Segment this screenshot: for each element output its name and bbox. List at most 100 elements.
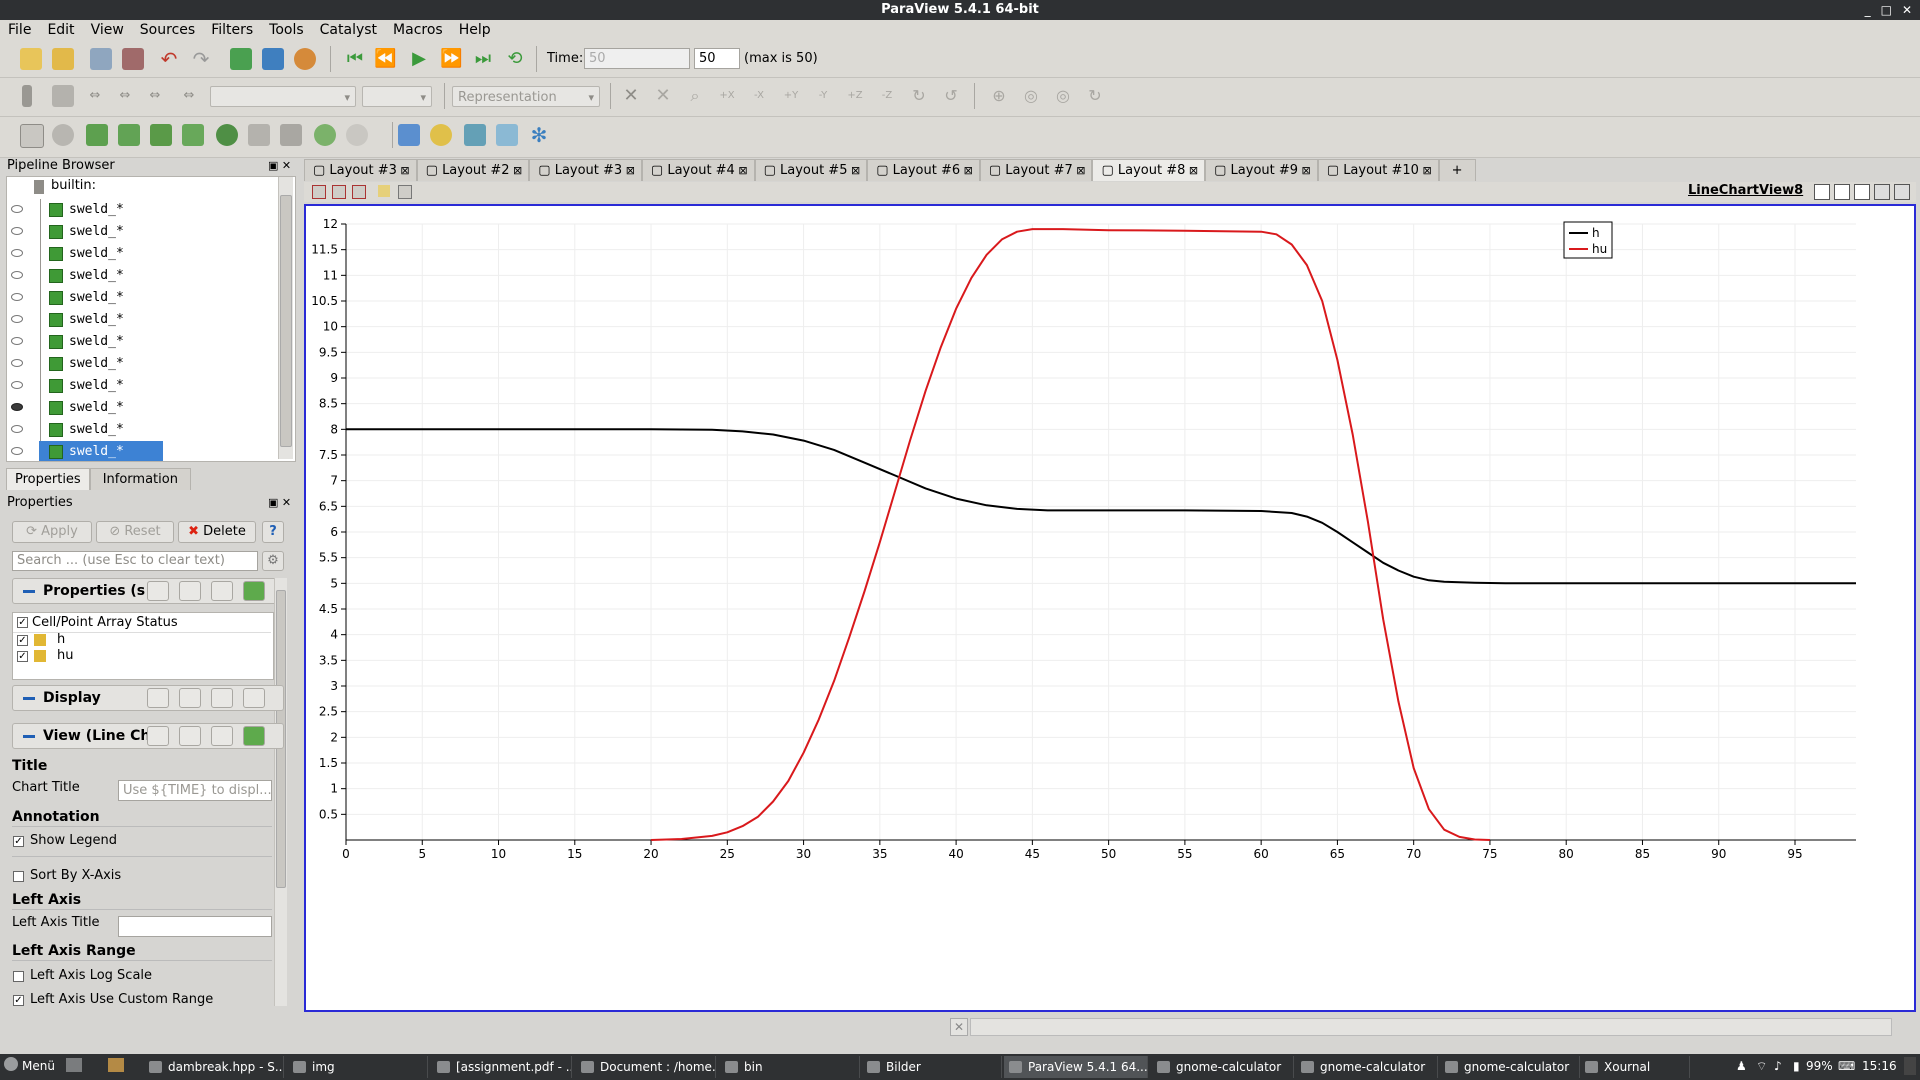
layout-tab-5[interactable]: ▢ Layout #5 ⊠ — [754, 159, 868, 181]
glyph-icon[interactable] — [216, 124, 238, 146]
paste-icon[interactable] — [179, 688, 201, 708]
taskbar-window[interactable]: Bilder — [862, 1056, 1002, 1078]
visibility-eye-icon[interactable] — [11, 425, 23, 433]
warp-icon[interactable] — [280, 124, 302, 146]
component-combo[interactable] — [362, 86, 432, 108]
array-hu-checkbox[interactable]: ✓ — [17, 651, 28, 662]
pipeline-item[interactable]: sweld_* — [7, 353, 287, 375]
menu-item-filters[interactable]: Filters — [211, 22, 254, 38]
maximize-icon[interactable]: □ — [1880, 3, 1892, 17]
view-minus-y-icon[interactable]: -Y — [818, 90, 828, 101]
settings-icon[interactable] — [378, 185, 390, 197]
left-axis-log-checkbox[interactable] — [13, 971, 24, 982]
center-axes-icon[interactable]: ⊕ — [992, 86, 1006, 105]
reset-session-icon[interactable] — [262, 48, 284, 70]
save-defaults-icon[interactable] — [243, 581, 265, 601]
extract-level-icon[interactable] — [346, 124, 368, 146]
close-tab-icon[interactable]: ⊠ — [1298, 164, 1311, 177]
group-datasets-icon[interactable] — [314, 124, 336, 146]
menu-item-edit[interactable]: Edit — [47, 22, 75, 38]
pipeline-item[interactable]: sweld_* — [7, 199, 287, 221]
previous-frame-icon[interactable]: ⏪ — [374, 48, 397, 69]
pipeline-root[interactable]: builtin: — [51, 178, 97, 193]
close-tab-icon[interactable]: ⊠ — [960, 164, 973, 177]
reset-center-icon[interactable]: ◎ — [1056, 86, 1070, 105]
copy-icon[interactable] — [147, 726, 169, 746]
rescale-temporal-icon[interactable]: ⇔ — [183, 88, 195, 103]
visibility-eye-icon[interactable] — [11, 403, 23, 411]
open-folder-icon[interactable] — [52, 48, 74, 70]
connect-icon[interactable] — [230, 48, 252, 70]
pipeline-dock-buttons[interactable]: ▣ ✕ — [268, 159, 292, 172]
menu-item-view[interactable]: View — [90, 22, 124, 38]
contour-icon[interactable] — [52, 124, 74, 146]
layout-tab-7[interactable]: ▢ Layout #7 ⊠ — [979, 159, 1093, 181]
menu-item-catalyst[interactable]: Catalyst — [319, 22, 378, 38]
screenshot-icon[interactable] — [352, 185, 366, 199]
view-plus-z-icon[interactable]: +Z — [847, 90, 863, 101]
taskbar-window[interactable]: bin — [720, 1056, 860, 1078]
taskbar-window[interactable]: [assignment.pdf - ... — [432, 1056, 572, 1078]
pipeline-item[interactable]: sweld_* — [7, 441, 287, 461]
time-step-spinbox[interactable]: 50 — [694, 48, 740, 69]
zoom-box-icon[interactable]: ⌕ — [690, 86, 700, 105]
taskbar-window[interactable]: gnome-calculator — [1152, 1056, 1294, 1078]
tab-information[interactable]: Information — [89, 468, 191, 490]
terminal-icon[interactable] — [66, 1058, 82, 1072]
taskbar-window[interactable]: ParaView 5.4.1 64... — [1004, 1056, 1148, 1078]
time-value-field[interactable]: 50 — [584, 48, 690, 69]
close-tab-icon[interactable]: ⊠ — [1418, 164, 1432, 177]
left-axis-title-input[interactable] — [118, 916, 272, 937]
menu-item-tools[interactable]: Tools — [269, 22, 304, 38]
chart-title-input[interactable]: Use ${TIME} to displ... — [118, 780, 272, 801]
start-menu-button[interactable]: Menü — [22, 1059, 55, 1073]
next-frame-icon[interactable]: ⏩ — [440, 48, 463, 69]
minimize-icon[interactable]: _ — [1864, 3, 1871, 17]
show-legend-checkbox[interactable]: ✓ — [13, 836, 24, 847]
menu-item-sources[interactable]: Sources — [139, 22, 196, 38]
open-icon[interactable] — [20, 48, 42, 70]
user-icon[interactable]: ♟ — [1736, 1059, 1747, 1073]
undo-icon[interactable]: ↶ — [160, 47, 178, 71]
add-layout-tab[interactable]: + — [1438, 159, 1476, 181]
network-icon[interactable]: ⌔ — [1756, 1059, 1768, 1073]
layout-tab-8[interactable]: ▢ Layout #8 ⊠ — [1092, 159, 1206, 181]
view-plus-x-icon[interactable]: +X — [719, 90, 735, 101]
layout-tab-10[interactable]: ▢ Layout #10 ⊠ — [1317, 159, 1439, 181]
layout-tab-9[interactable]: ▢ Layout #9 ⊠ — [1205, 159, 1318, 181]
layout-tab-6[interactable]: ▢ Layout #6 ⊠ — [867, 159, 980, 181]
visibility-eye-icon[interactable] — [11, 271, 23, 279]
find-data-icon[interactable] — [430, 124, 452, 146]
plot-over-line-icon[interactable] — [464, 124, 486, 146]
taskbar-window[interactable]: Xournal — [1580, 1056, 1690, 1078]
show-desktop-button[interactable] — [1904, 1057, 1916, 1075]
menu-item-help[interactable]: Help — [458, 22, 491, 38]
extract-subset-icon[interactable] — [182, 124, 204, 146]
plot-data-icon[interactable] — [496, 124, 518, 146]
pipeline-item[interactable]: sweld_* — [7, 331, 287, 353]
taskbar-window[interactable]: dambreak.hpp - S... — [144, 1056, 284, 1078]
rotate-minus-90-icon[interactable]: ↺ — [944, 86, 958, 105]
keyboard-icon[interactable]: ⌨ — [1838, 1059, 1856, 1073]
visibility-eye-icon[interactable] — [11, 249, 23, 257]
close-tab-icon[interactable]: ⊠ — [734, 164, 748, 177]
paste-icon[interactable] — [179, 581, 201, 601]
visibility-eye-icon[interactable] — [11, 205, 23, 213]
save-state-icon[interactable] — [122, 48, 144, 70]
left-axis-custom-range-checkbox[interactable]: ✓ — [13, 995, 24, 1006]
menu-item-file[interactable]: File — [8, 22, 32, 38]
rotate-plus-90-icon[interactable]: ↻ — [912, 86, 926, 105]
reset-camera-icon[interactable]: ✕ — [623, 85, 639, 106]
tab-properties[interactable]: Properties — [6, 468, 90, 490]
taskbar-window[interactable]: img — [288, 1056, 428, 1078]
zoom-closest-icon[interactable]: ✕ — [655, 85, 671, 106]
color-map-icon[interactable] — [52, 85, 74, 107]
delete-button[interactable]: ✖ Delete — [178, 521, 256, 543]
maximize-view-icon[interactable] — [1854, 184, 1870, 200]
show-center-icon[interactable]: ◎ — [1024, 86, 1038, 105]
copy-icon[interactable] — [147, 581, 169, 601]
restore-defaults-icon[interactable] — [211, 688, 233, 708]
close-tab-icon[interactable]: ⊠ — [1185, 164, 1199, 177]
save-defaults-icon[interactable] — [243, 726, 265, 746]
advanced-settings-gear-icon[interactable]: ⚙ — [262, 551, 284, 571]
